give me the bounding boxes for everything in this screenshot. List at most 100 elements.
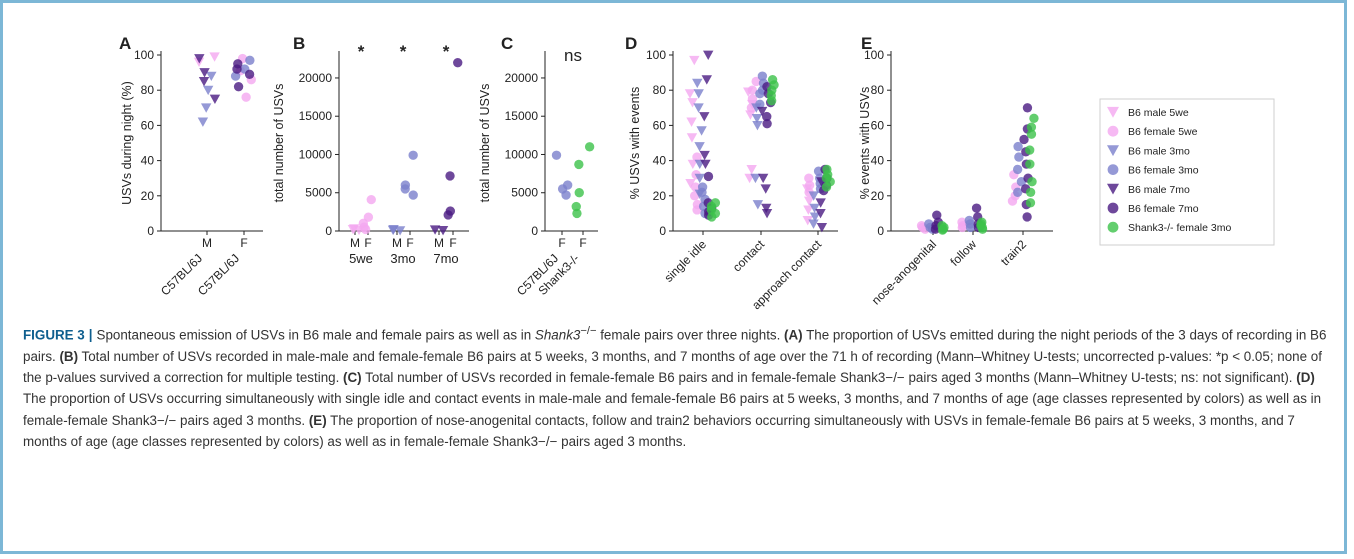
x-tick-label: M <box>392 236 402 250</box>
data-point <box>209 94 221 104</box>
y-tick-label: 10000 <box>299 147 333 161</box>
data-point <box>693 89 704 99</box>
data-point <box>703 50 714 60</box>
data-point <box>755 99 765 109</box>
caption-separator: | <box>88 327 93 343</box>
y-tick-label: 20 <box>141 189 155 203</box>
data-point <box>1013 141 1023 152</box>
data-point <box>689 55 700 66</box>
data-point <box>707 212 717 222</box>
data-point <box>693 103 704 113</box>
y-tick-label: 100 <box>864 48 884 62</box>
data-point <box>815 198 826 208</box>
y-tick-label: 0 <box>659 224 666 238</box>
data-point <box>751 113 763 124</box>
data-point <box>752 120 763 131</box>
data-point <box>932 210 942 220</box>
data-point <box>816 223 828 233</box>
y-tick-label: 15000 <box>505 109 539 123</box>
data-point <box>696 126 707 136</box>
caption-d-text: The proportion of USVs occurring simulta… <box>23 391 1322 428</box>
data-point <box>387 225 399 236</box>
x-tick-label: F <box>449 236 456 250</box>
x-tick-label: nose-anogenital <box>869 237 939 307</box>
x-tick-label: M <box>350 236 360 250</box>
legend-marker <box>1107 183 1119 195</box>
data-point <box>803 196 815 207</box>
data-point <box>762 111 772 122</box>
data-point <box>199 68 210 78</box>
data-point <box>803 205 814 215</box>
data-point <box>245 55 255 65</box>
data-point <box>757 71 768 81</box>
data-point <box>206 71 217 82</box>
y-tick-label: 40 <box>653 154 667 168</box>
data-point <box>574 188 584 198</box>
x-tick-label: train2 <box>998 237 1029 268</box>
caption-a-text: The proportion of USVs emitted during th… <box>23 327 1327 364</box>
data-point <box>1022 103 1033 113</box>
data-point <box>551 150 562 160</box>
data-point <box>230 71 241 81</box>
y-tick-label: 20000 <box>299 71 333 85</box>
y-tick-label: 100 <box>646 48 666 62</box>
data-point <box>197 117 209 127</box>
caption-intro-a: Spontaneous emission of USVs in B6 male … <box>96 327 535 343</box>
y-tick-label: 15000 <box>299 109 333 123</box>
data-point <box>1022 212 1032 222</box>
data-point <box>584 142 595 152</box>
data-point <box>1014 152 1024 162</box>
data-point <box>745 110 756 120</box>
x-tick-label: F <box>240 236 247 250</box>
panel-label: E <box>861 34 872 53</box>
data-point <box>700 159 711 170</box>
data-point <box>445 171 455 181</box>
data-point <box>241 92 251 102</box>
data-point <box>684 89 696 99</box>
data-point <box>1007 196 1018 206</box>
significance-marker: * <box>443 42 450 61</box>
significance-marker: * <box>400 42 407 61</box>
y-tick-label: 0 <box>325 224 332 238</box>
y-tick-label: 0 <box>531 224 538 238</box>
data-point <box>821 182 832 192</box>
data-point <box>804 173 814 183</box>
data-point <box>694 142 705 152</box>
data-point <box>757 173 769 184</box>
data-point <box>804 180 815 190</box>
y-tick-label: 80 <box>653 83 667 97</box>
data-point <box>766 96 777 106</box>
y-tick-label: 40 <box>141 154 155 168</box>
figure-label: FIGURE 3 <box>23 327 85 343</box>
legend-marker <box>1107 221 1119 233</box>
data-point <box>751 76 761 87</box>
x-group-label: 5we <box>349 251 373 266</box>
data-point <box>694 173 705 184</box>
legend-label: B6 male 7mo <box>1128 184 1190 196</box>
data-point <box>437 225 449 236</box>
data-point <box>202 85 214 96</box>
y-axis-label: total number of USVs <box>272 84 286 203</box>
data-point <box>366 194 376 205</box>
data-point <box>687 98 698 108</box>
x-tick-label: contact <box>730 237 768 275</box>
data-point <box>1025 145 1035 155</box>
legend-label: B6 male 5we <box>1128 107 1189 119</box>
data-point <box>232 64 242 74</box>
data-point <box>687 159 699 170</box>
y-tick-label: 0 <box>877 224 884 238</box>
data-point <box>692 152 702 162</box>
data-point <box>808 191 819 201</box>
data-point <box>746 164 757 175</box>
data-point <box>1025 159 1035 169</box>
data-point <box>685 179 696 189</box>
data-point <box>209 52 220 62</box>
data-point <box>686 133 698 143</box>
y-axis-label: % USVs with events <box>628 87 642 200</box>
data-point <box>762 118 772 129</box>
legend-marker <box>1107 125 1119 137</box>
caption-b-label: (B) <box>59 348 79 364</box>
x-tick-label: M <box>202 236 212 250</box>
panel-label: C <box>501 34 513 53</box>
